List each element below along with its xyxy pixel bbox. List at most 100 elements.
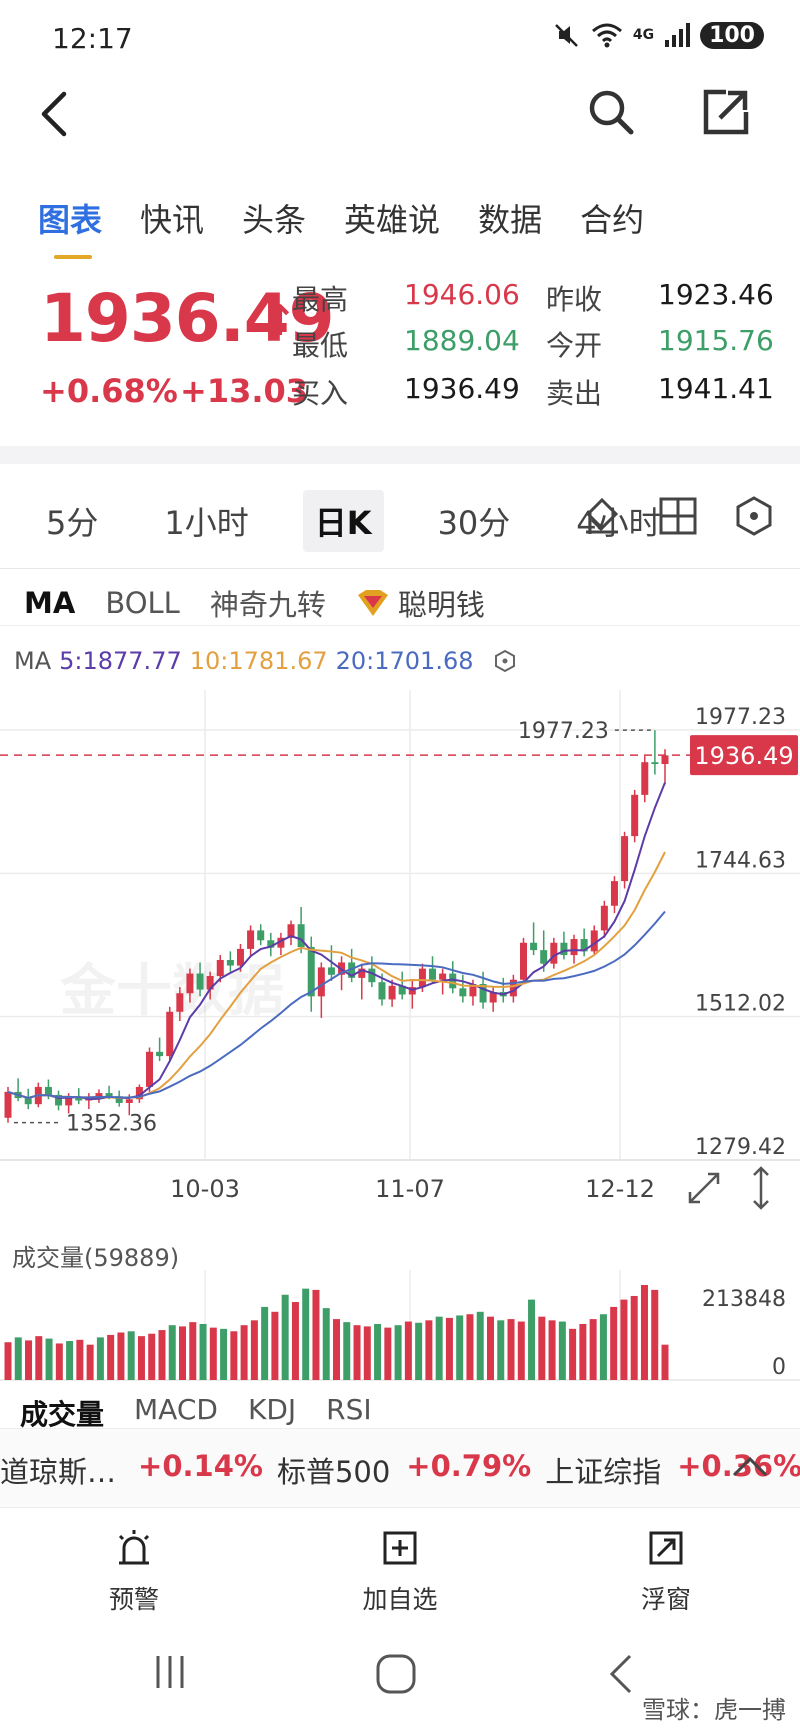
expand-icon[interactable] [684,1168,724,1208]
tab-hero-talk[interactable]: 英雄说 [344,201,441,239]
volume-bar [250,1320,258,1380]
ma20-line [7,910,666,1100]
back-icon[interactable] [32,86,76,142]
settings-hexagon-icon[interactable] [732,494,776,538]
volume-bar [76,1339,84,1380]
candle-body [166,1011,174,1057]
xueqiu-watermark: 雪球：虎一搏 [642,1696,786,1724]
volume-bar [66,1341,74,1380]
candle-body [509,979,517,997]
volume-bar [661,1344,669,1380]
candle-body [226,959,234,966]
candle-body [590,930,598,952]
alert-button[interactable]: 预警 [74,1528,194,1616]
volume-bar [117,1332,125,1380]
last-price-badge [690,735,798,776]
candle-body [489,992,497,1003]
add-watchlist-button[interactable]: 加自选 [340,1528,460,1616]
vertical-scale-icon[interactable] [746,1164,776,1212]
period-30min[interactable]: 30分 [437,504,511,542]
volume-bar [86,1344,94,1380]
tab-headlines[interactable]: 头条 [242,201,307,239]
low-label: 最低 [292,329,349,362]
volume-bar [4,1342,12,1380]
period-5min[interactable]: 5分 [46,504,99,542]
ma10-value: 10:1781.67 [189,647,328,675]
candle-body [206,976,214,990]
prev-close-label: 昨收 [546,283,603,316]
candle-body [550,942,558,964]
volume-bar [343,1322,351,1380]
sub-tab-rsi[interactable]: RSI [326,1393,372,1426]
status-time: 12:17 [52,22,133,55]
volume-bar [445,1317,453,1380]
indicator-tabs: MA BOLL 神奇九转 聪明钱 [24,582,485,624]
candle-body [135,1086,143,1100]
volume-bar [35,1336,43,1380]
volume-bar [558,1321,566,1380]
candle-body [570,939,578,956]
tab-contract[interactable]: 合约 [580,201,645,239]
volume-bar [302,1288,310,1380]
chevron-up-icon[interactable] [728,1447,772,1487]
volume-bar [548,1320,556,1380]
price-up-arrow-icon: ↑ [262,296,298,345]
candle-body [146,1051,154,1087]
volume-bar [322,1308,330,1380]
volume-bar [394,1325,402,1380]
period-daily[interactable]: 日K [302,490,384,552]
volume-bar [507,1319,515,1380]
indicator-nine-turn[interactable]: 神奇九转 [209,588,326,622]
ma-settings-icon[interactable] [493,649,517,673]
volume-chart[interactable]: 213848 0 [0,1270,800,1382]
ma-legend-label: MA [14,647,52,675]
tab-flash-news[interactable]: 快讯 [140,201,205,239]
float-window-icon [649,1531,683,1565]
home-icon[interactable] [374,1652,418,1696]
candle-body [479,984,487,1003]
volume-bar [415,1322,423,1380]
add-square-icon [383,1531,417,1565]
volume-bar [240,1325,248,1380]
sub-tab-kdj[interactable]: KDJ [247,1393,297,1426]
volume-bar [497,1320,505,1380]
indicator-smart-money[interactable]: 聪明钱 [356,582,485,624]
draw-tool-icon[interactable] [580,494,624,538]
sub-tab-macd[interactable]: MACD [134,1393,218,1426]
tab-data[interactable]: 数据 [478,201,543,239]
candle-body [388,985,396,1000]
volume-bar [281,1294,289,1380]
sub-tab-volume[interactable]: 成交量 [20,1398,105,1431]
search-icon[interactable] [585,86,637,138]
candle-body [55,1094,63,1106]
layout-grid-icon[interactable] [656,494,700,538]
tab-chart[interactable]: 图表 [38,195,102,259]
float-window-button[interactable]: 浮窗 [606,1528,726,1616]
indicator-boll[interactable]: BOLL [105,586,180,620]
volume-bar [404,1321,412,1380]
period-1hour[interactable]: 1小时 [164,504,249,542]
volume-bar [374,1323,382,1380]
volume-bar [158,1330,166,1380]
network-type: 4G [632,27,655,43]
open-value: 1915.76 [658,324,774,357]
candle-body [327,967,335,975]
volume-bar [312,1289,320,1380]
change-percent: +0.68% [40,372,178,410]
change-amount: +13.03 [180,372,309,410]
volume-bar [486,1316,494,1380]
candle-body [24,1098,32,1105]
high-value: 1946.06 [404,278,520,311]
volume-bar [466,1314,474,1380]
candle-body [75,1096,83,1101]
recent-apps-icon[interactable] [150,1652,190,1692]
index-ticker[interactable]: 道琼斯… +0.14% 标普500 +0.79% 上证综指 +0.36% [0,1428,800,1508]
indicator-ma[interactable]: MA [24,586,76,620]
system-back-icon[interactable] [606,1652,636,1696]
volume-bar [199,1323,207,1380]
share-icon[interactable] [700,86,752,138]
candle-body [216,959,224,977]
volume-bar [517,1321,525,1380]
candle-body [631,794,639,837]
